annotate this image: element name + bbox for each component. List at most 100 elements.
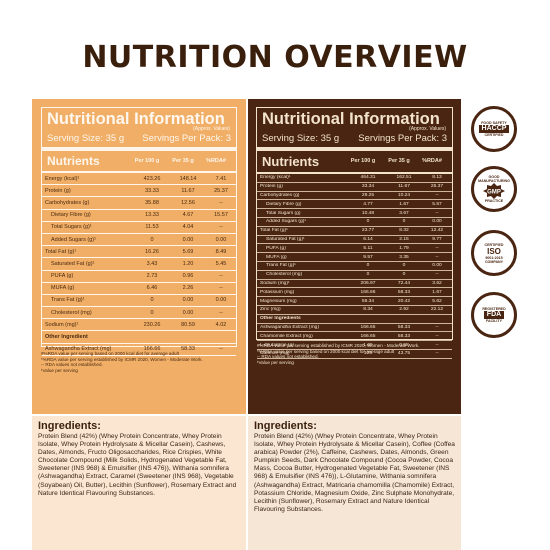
value-per-100g: 58.34 <box>361 298 375 304</box>
nutrient-name: Total Fat (g)¹ <box>45 248 77 255</box>
value-per-35g: 0.00 <box>182 309 194 316</box>
nutrient-name: Protein (g) <box>260 184 283 190</box>
badge-bottom-text: COMPANY <box>484 259 504 264</box>
value-per-100g: 230.26 <box>143 321 161 328</box>
table-row: Magnesium (mg) 58.34 20.42 5.62 <box>257 297 452 306</box>
footnote: -- RDA values not established. <box>257 354 319 359</box>
nutrient-name: Carbohydrates (g) <box>45 199 90 206</box>
nutrient-name: Caffeine (mg) <box>260 351 290 357</box>
value-per-35g: 58.33 <box>397 289 411 295</box>
value-rda: -- <box>435 324 439 330</box>
nutrient-name: MUFA (g) <box>51 285 75 292</box>
value-per-100g: 166.66 <box>360 289 376 295</box>
value-per-100g: 1.65 <box>363 342 373 348</box>
nutrient-name: Added Sugars (g)¹ <box>51 236 96 243</box>
nutrient-name: Chamomile Extract (mg) <box>260 333 313 339</box>
footnote: *%RDA value per serving established by I… <box>41 356 203 362</box>
table-row: PUFA (g) 5.11 1.79 -- <box>257 244 452 254</box>
table-row: Trans Fat (g)¹ 0 0.00 0.00 <box>42 295 236 308</box>
table-row: PUFA (g) 2.73 0.96 -- <box>42 271 236 283</box>
table-row: Added Sugars (g)¹ 0 0.00 0.00 <box>42 234 236 247</box>
footnote: *%RDA value per serving based on 2000 kc… <box>257 348 395 354</box>
value-per-35g: 162.51 <box>396 175 412 181</box>
value-per-35g: 2.92 <box>399 307 409 313</box>
value-per-35g: 0 <box>402 272 406 278</box>
value-rda: 12.42 <box>430 228 444 234</box>
value-rda: -- <box>435 272 439 278</box>
value-per-100g: 423.26 <box>143 175 161 182</box>
value-per-100g: 0 <box>366 272 370 278</box>
nutrient-name: Zinc (mg) <box>260 307 281 313</box>
col-rda: %RDA# <box>206 157 226 164</box>
table-row: Chamomile Extract (mg) 166.65 58.33 -- <box>257 332 452 342</box>
nutrition-heading: Nutritional Information <box>262 110 440 128</box>
nutrient-name: Other Ingredient <box>45 334 88 341</box>
value-rda: -- <box>435 351 439 357</box>
nutrient-name: MUFA (g) <box>266 254 287 260</box>
table-row: Dietary Fibre (g) 4.77 1.67 5.57 <box>257 200 452 210</box>
nutrient-name: Energy (kcal)¹ <box>260 175 291 181</box>
value-per-35g: 12.56 <box>181 199 195 206</box>
table-row: Added Sugars (g)¹ 0 0 0.00 <box>257 218 452 227</box>
table-row: MUFA (g) 6.46 2.26 -- <box>42 283 236 295</box>
value-rda: 5.62 <box>432 298 442 304</box>
table-row: Total Fat (g)¹ 16.26 5.69 8.49 <box>42 246 236 259</box>
value-per-100g: 4.77 <box>363 201 373 207</box>
haccp-icon: HACCP <box>478 125 510 133</box>
nutrition-label-left: Nutritional Information (Approx. Values)… <box>41 107 237 356</box>
value-per-35g: 0.00 <box>182 297 194 304</box>
value-per-35g: 20.42 <box>397 298 411 304</box>
col-per-100g: Per 100 g <box>350 158 376 165</box>
footnote: -- RDA values not established. <box>41 362 103 367</box>
nutrient-name: PUFA (g) <box>51 273 74 280</box>
gmp-badge: GOOD MANUFACTURING GMP PRACTICE <box>471 166 517 212</box>
footnote: ¹Value per serving <box>257 359 294 365</box>
serving-size: Serving Size: 35 g <box>47 133 125 144</box>
nutrients-header: Nutrients <box>262 154 320 169</box>
value-rda: -- <box>435 210 439 216</box>
table-row: Sodium (mg)¹ 206.97 72.44 3.62 <box>257 280 452 289</box>
nutrient-name: Ashwagandha Extract (mg) <box>45 346 112 353</box>
ingredients-left: Ingredients: Protein Blend (42%) (Whey P… <box>32 416 246 550</box>
value-per-35g: 10.24 <box>397 192 411 198</box>
value-per-100g: 33.34 <box>361 184 375 190</box>
value-rda: 5.57 <box>432 201 442 207</box>
table-row: Protein (g) 33.33 11.67 25.37 <box>42 185 236 198</box>
value-rda: 0.00 <box>215 236 227 243</box>
value-per-35g: 1.67 <box>399 201 409 207</box>
badge-bottom-text: FACILITY <box>486 319 502 323</box>
value-per-100g: 166.66 <box>143 346 161 353</box>
value-rda: 7.41 <box>215 175 227 182</box>
value-rda: -- <box>219 224 223 231</box>
footnote: #%RDA value per serving established by I… <box>257 343 420 348</box>
value-rda: 0.00 <box>215 297 227 304</box>
iso-icon: ISO <box>487 246 501 256</box>
value-rda: 9.77 <box>432 236 442 242</box>
section-row: Other Ingredients <box>257 315 452 324</box>
table-row: Cholesterol (mg) 0 0.00 -- <box>42 307 236 320</box>
nutrient-name: Cholesterol (mg) <box>51 309 92 316</box>
value-per-35g: 0 <box>402 219 406 225</box>
value-per-35g: 0.00 <box>182 236 194 243</box>
nutrients-header: Nutrients <box>47 154 100 168</box>
table-row: Ashwagandha Extract (mg) 166.66 58.33 -- <box>42 344 236 356</box>
value-per-35g: 11.67 <box>181 187 195 194</box>
value-per-35g: 148.14 <box>179 175 197 182</box>
ingredients-right: Ingredients: Protein Blend (42%) (Whey P… <box>248 416 461 550</box>
value-per-100g: 10.48 <box>361 210 375 216</box>
table-row: Cholesterol (mg) 0 0 -- <box>257 271 452 280</box>
value-rda: -- <box>435 333 439 339</box>
value-per-100g: 3.43 <box>146 260 158 267</box>
value-rda: 5.45 <box>215 260 227 267</box>
value-per-100g: 35.88 <box>145 199 159 206</box>
nutrition-heading: Nutritional Information <box>47 110 225 128</box>
value-rda: 3.62 <box>432 280 442 286</box>
value-rda: -- <box>435 342 439 348</box>
ingredients-heading: Ingredients: <box>254 420 317 432</box>
nutrient-name: Other Ingredients <box>260 316 301 322</box>
table-row: Energy (kcal)¹ 423.26 148.14 7.41 <box>42 173 236 186</box>
serving-info: Serving Size: 35 g Servings Per Pack: 3 <box>257 132 452 151</box>
table-row: Zinc (mg) 8.34 2.92 22.12 <box>257 306 452 315</box>
nutrition-panel-right: Nutritional Information (Approx. Values)… <box>248 99 461 414</box>
approx-values-note: (Approx. Values) <box>193 126 230 132</box>
